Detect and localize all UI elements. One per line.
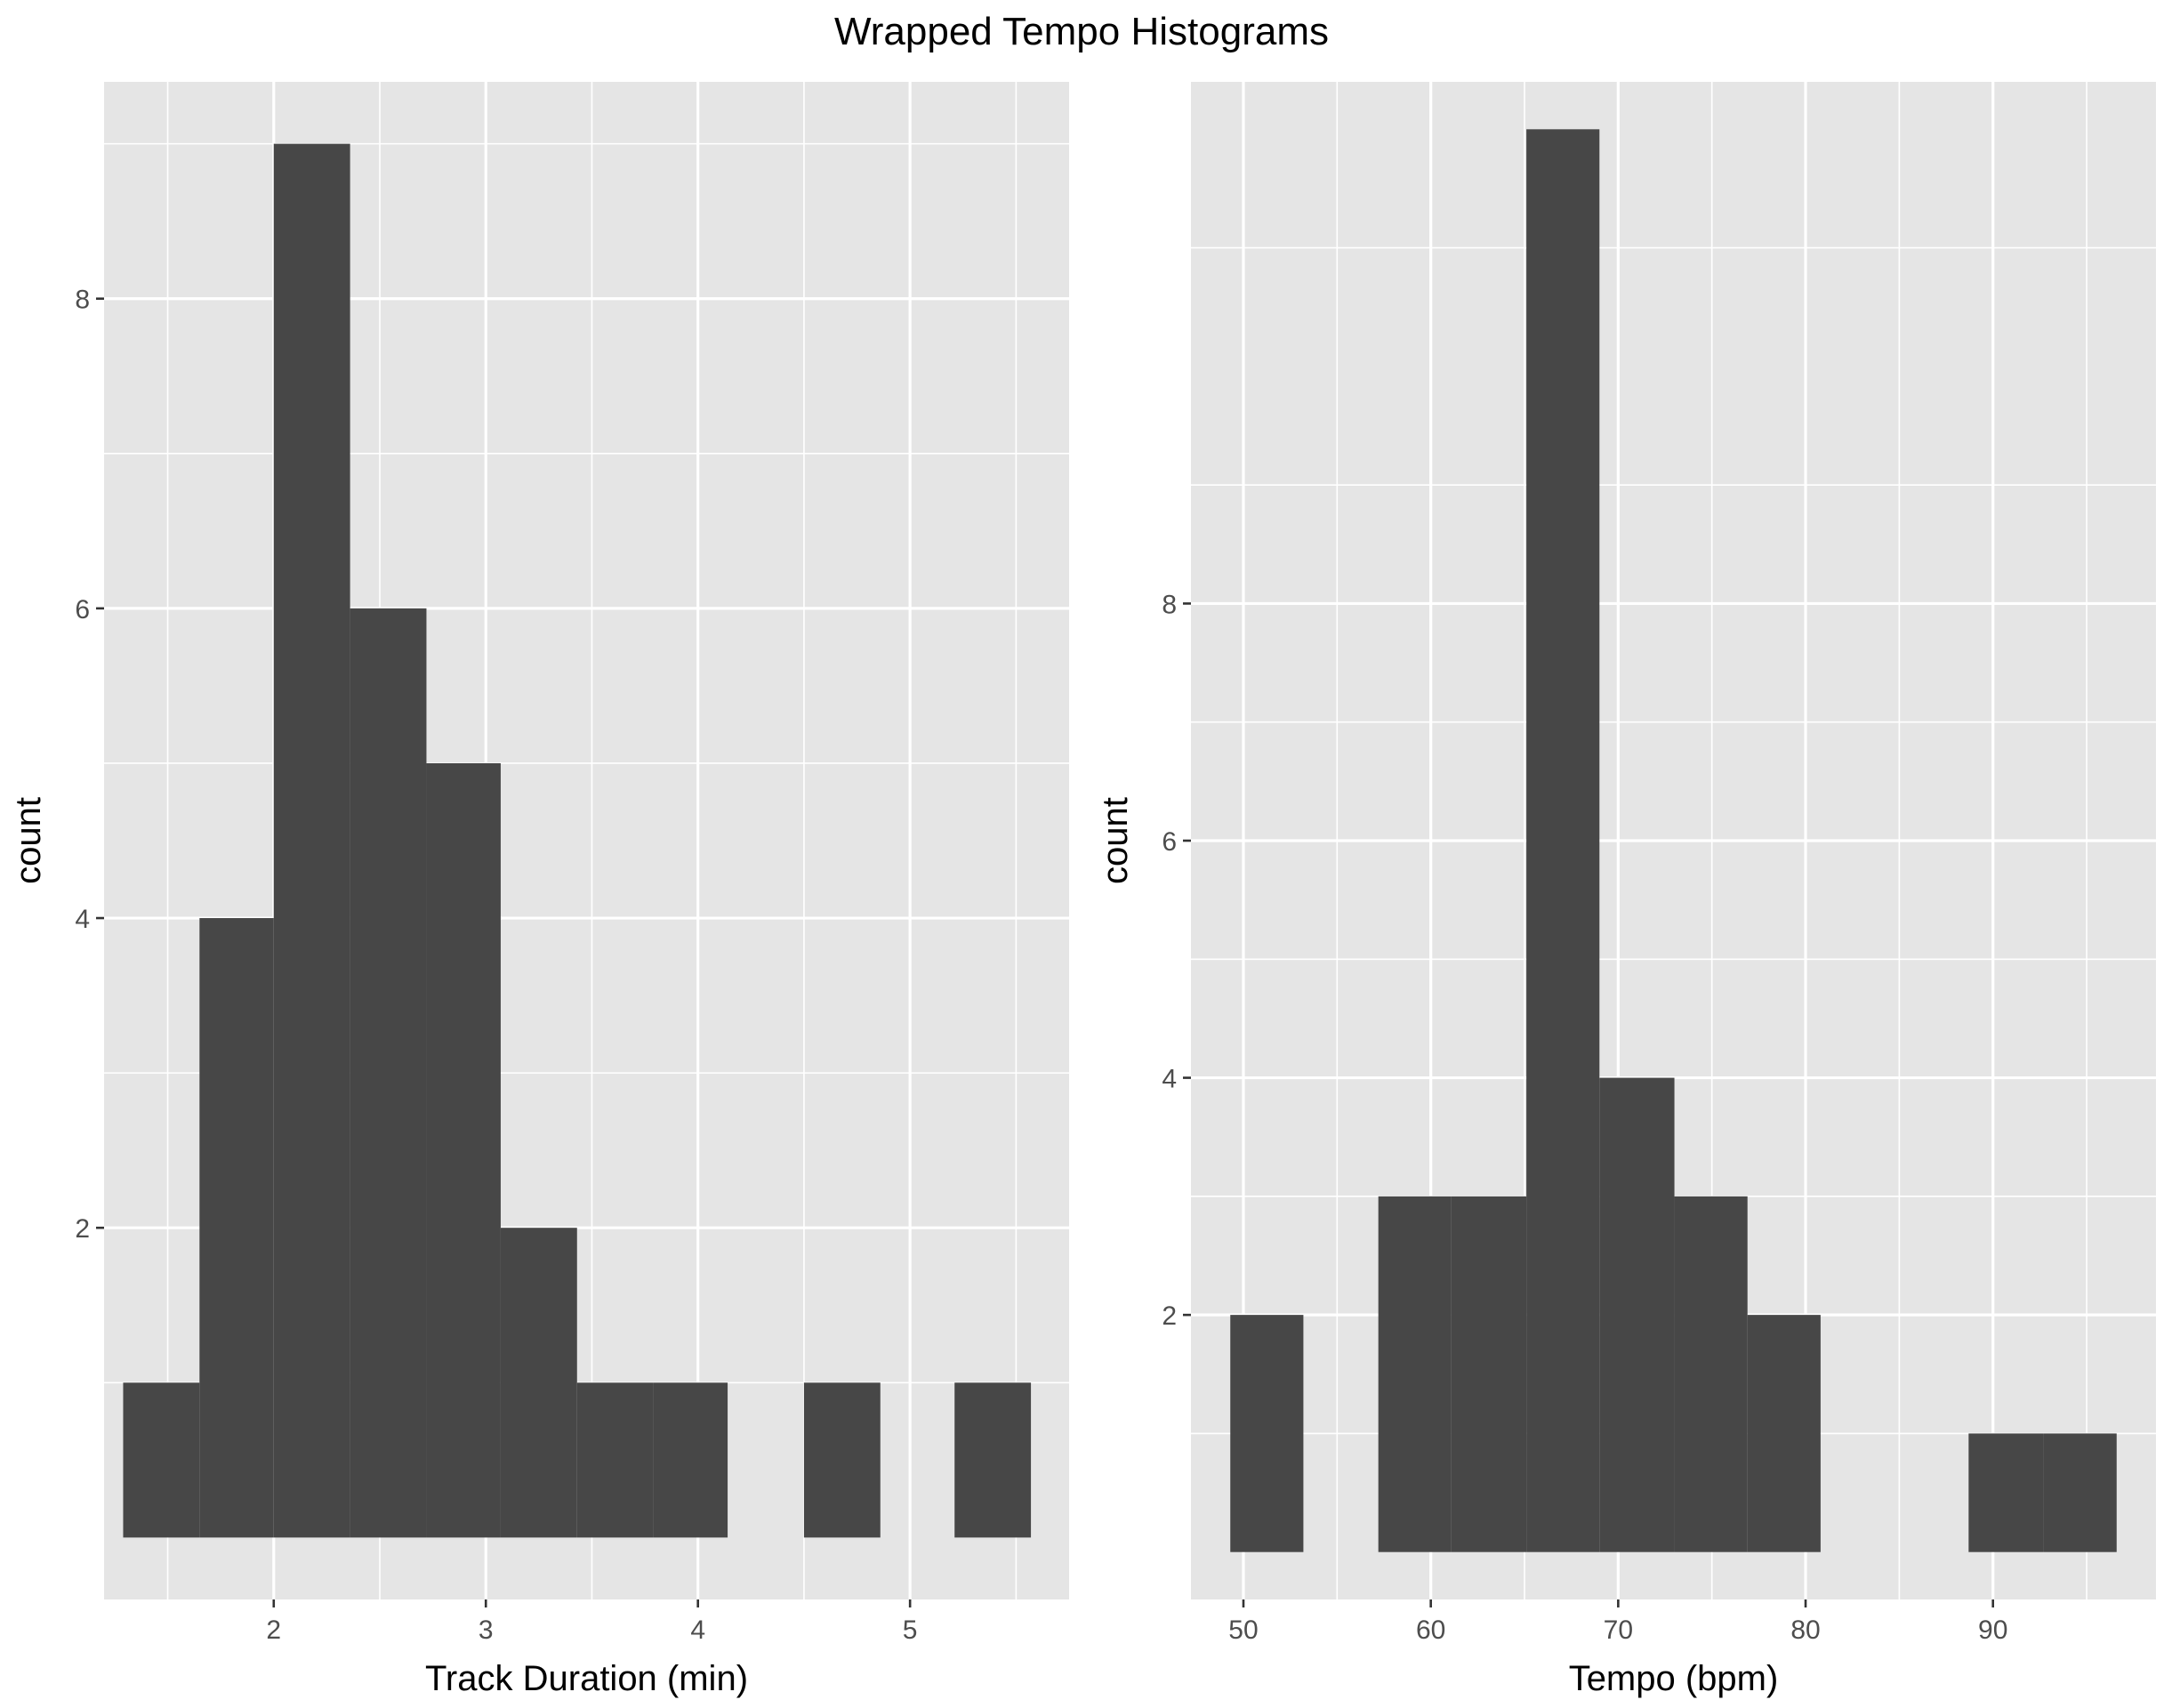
y-tick-label: 4	[1162, 1065, 1177, 1094]
histogram-bar	[426, 762, 501, 1538]
y-tick-label: 2	[1162, 1301, 1177, 1331]
x-axis-title: Track Duration (min)	[425, 1659, 748, 1698]
y-tick-label: 2	[75, 1214, 90, 1244]
histogram-bar	[1747, 1315, 1821, 1552]
y-axis-title: count	[9, 797, 48, 884]
x-tick-label: 70	[1604, 1615, 1633, 1645]
histogram-bar	[1230, 1315, 1304, 1552]
histogram-bar	[273, 143, 350, 1538]
histogram-bar	[123, 1382, 200, 1538]
x-tick-label: 2	[266, 1615, 281, 1645]
histogram-bar	[1451, 1196, 1527, 1552]
x-tick-label: 3	[479, 1615, 494, 1645]
y-tick-label: 6	[75, 595, 90, 624]
histogram-bar	[803, 1382, 881, 1538]
histogram-panel-2: 50 60 70 80 90 2 4 6 8 Tempo (bpm) count	[1096, 82, 2156, 1698]
y-tick-label: 4	[75, 905, 90, 934]
x-tick-label: 5	[903, 1615, 918, 1645]
x-tick-label: 50	[1228, 1615, 1258, 1645]
histogram-bar	[653, 1382, 728, 1538]
histogram-bar	[576, 1382, 654, 1538]
histogram-bar	[500, 1228, 577, 1538]
histogram-bar	[2043, 1433, 2117, 1552]
histogram-bar	[1526, 129, 1600, 1552]
x-tick-label: 60	[1416, 1615, 1445, 1645]
y-axis-title: count	[1096, 797, 1135, 884]
histogram-bar	[1599, 1077, 1675, 1552]
x-tick-label: 90	[1978, 1615, 2007, 1645]
y-tick-label: 6	[1162, 827, 1177, 857]
histogram-panel-1: 2 3 4 5 2 4 6 8 Track Duration (min) count	[9, 82, 1069, 1698]
x-tick-label: 4	[690, 1615, 705, 1645]
histogram-bar	[1674, 1196, 1748, 1552]
x-tick-label: 80	[1790, 1615, 1820, 1645]
plot-title: Wrapped Tempo Histograms	[834, 10, 1329, 53]
histogram-bar	[954, 1382, 1032, 1538]
histogram-bar	[1378, 1196, 1452, 1552]
x-axis-title: Tempo (bpm)	[1569, 1659, 1779, 1698]
histogram-bar	[1968, 1433, 2044, 1552]
histogram-bar	[199, 918, 274, 1538]
y-tick-label: 8	[1162, 590, 1177, 619]
y-tick-label: 8	[75, 286, 90, 315]
histogram-bar	[350, 608, 427, 1538]
